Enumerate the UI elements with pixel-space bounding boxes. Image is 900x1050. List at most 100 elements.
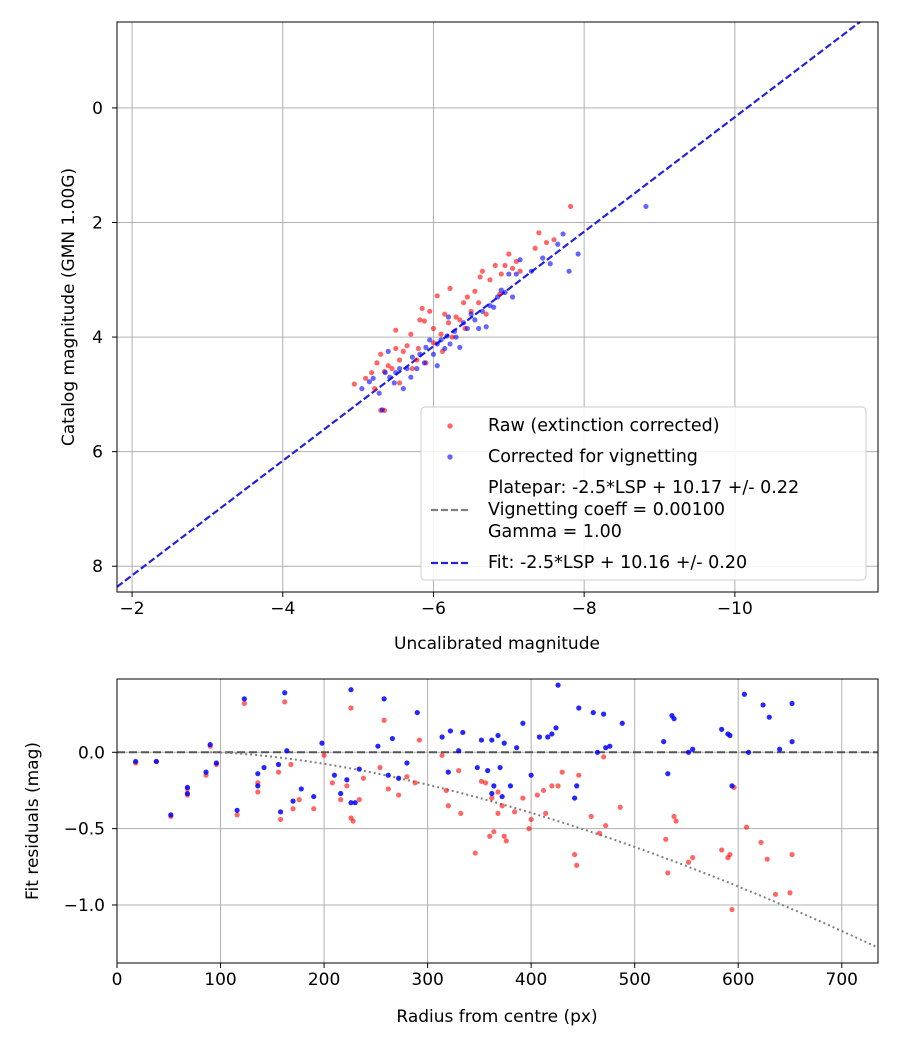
top-x-axis-label: Uncalibrated magnitude — [394, 634, 600, 654]
bottom-x-tick-label: 400 — [515, 970, 547, 990]
residual-corrected-point — [760, 702, 766, 708]
residual-raw-point — [344, 783, 350, 789]
residual-corrected-point — [745, 749, 752, 755]
corrected-point — [575, 251, 581, 257]
corrected-point — [517, 257, 523, 263]
top-x-tick-label: −2 — [120, 599, 145, 619]
corrected-point — [438, 337, 444, 343]
bottom-x-tick-label: 700 — [826, 970, 858, 990]
residual-corrected-point — [520, 720, 526, 726]
residual-corrected-point — [572, 795, 578, 801]
residual-corrected-point — [356, 766, 362, 772]
top-y-tick-label: 6 — [92, 443, 103, 463]
residual-corrected-point — [385, 772, 391, 778]
residual-corrected-point — [168, 812, 174, 818]
residual-corrected-point — [719, 726, 725, 732]
residual-corrected-point — [545, 734, 551, 740]
residual-raw-point — [690, 855, 696, 861]
residual-corrected-point — [414, 709, 420, 716]
corrected-point — [385, 348, 391, 354]
residual-corrected-point — [590, 709, 596, 716]
residual-raw-point — [671, 813, 677, 820]
residual-raw-point — [685, 859, 692, 865]
residual-corrected-point — [478, 737, 485, 743]
residual-corrected-point — [474, 764, 480, 771]
bottom-raw-points — [133, 699, 795, 913]
corrected-point — [498, 287, 504, 293]
bottom-grid — [116, 679, 878, 963]
residual-corrected-point — [460, 729, 466, 736]
residual-raw-point — [234, 812, 240, 818]
raw-point — [430, 325, 437, 332]
bottom-y-tick-label: 0.0 — [78, 743, 105, 763]
corrected-point — [430, 351, 437, 357]
legend-box — [420, 406, 867, 581]
residual-corrected-point — [690, 746, 696, 752]
top-x-tick-label: −6 — [421, 599, 446, 619]
residual-corrected-point — [495, 732, 501, 739]
residual-corrected-point — [447, 728, 453, 734]
corrected-point — [528, 268, 535, 274]
residual-raw-point — [596, 830, 603, 836]
corrected-point — [391, 380, 397, 386]
bottom-x-tick-label: 200 — [308, 970, 340, 990]
residual-corrected-point — [665, 771, 671, 777]
residual-raw-point — [526, 826, 532, 832]
corrected-point — [379, 407, 385, 413]
legend-fit-label: Fit: -2.5*LSP + 10.16 +/- 0.20 — [488, 553, 747, 573]
corrected-point — [560, 231, 566, 237]
residual-corrected-point — [741, 691, 748, 697]
raw-point — [464, 294, 470, 300]
residual-corrected-point — [381, 696, 387, 702]
residual-raw-point — [338, 797, 344, 803]
corrected-point — [427, 337, 433, 343]
raw-point — [393, 327, 399, 333]
residual-corrected-point — [594, 749, 601, 755]
raw-point — [449, 334, 455, 340]
top-legend: Raw (extinction corrected) Corrected for… — [420, 406, 867, 581]
raw-point — [417, 317, 423, 323]
residual-raw-point — [377, 764, 383, 771]
residual-raw-point — [743, 824, 750, 830]
residual-raw-point — [277, 816, 284, 823]
residual-raw-point — [501, 833, 507, 839]
corrected-point — [451, 328, 458, 334]
residual-corrected-point — [298, 786, 304, 792]
corrected-point — [476, 325, 482, 332]
corrected-point — [502, 289, 508, 295]
bottom-vignetting-curve — [210, 751, 879, 949]
corrected-point — [453, 334, 459, 340]
top-corrected-points — [359, 203, 649, 413]
residual-raw-point — [528, 816, 534, 823]
corrected-point — [442, 345, 448, 352]
residual-raw-point — [472, 850, 478, 856]
residual-raw-point — [673, 818, 679, 824]
corrected-point — [447, 341, 453, 347]
residual-raw-point — [764, 856, 770, 862]
raw-point — [457, 317, 463, 323]
residual-corrected-point — [497, 764, 503, 771]
residual-raw-point — [727, 851, 733, 858]
residual-raw-point — [458, 810, 464, 816]
residual-raw-point — [290, 806, 296, 812]
residual-corrected-point — [255, 783, 261, 789]
residual-corrected-point — [489, 790, 495, 797]
raw-point — [363, 375, 369, 381]
bottom-x-tick-label: 300 — [411, 970, 443, 990]
raw-point — [404, 343, 410, 349]
corrected-point — [417, 351, 423, 357]
residual-raw-point — [719, 847, 725, 853]
residual-raw-point — [416, 737, 422, 743]
corrected-point — [457, 344, 463, 350]
bottom-corrected-points — [133, 682, 795, 818]
residual-corrected-point — [727, 732, 733, 739]
raw-point — [351, 381, 357, 387]
residual-raw-point — [787, 890, 793, 896]
residual-corrected-point — [514, 745, 520, 751]
residual-corrected-point — [275, 761, 282, 768]
raw-point — [460, 300, 467, 306]
corrected-point — [404, 365, 410, 372]
bottom-y-tick-label: −1.0 — [64, 896, 105, 916]
raw-point — [483, 311, 489, 317]
bottom-x-tick-label: 500 — [618, 970, 650, 990]
